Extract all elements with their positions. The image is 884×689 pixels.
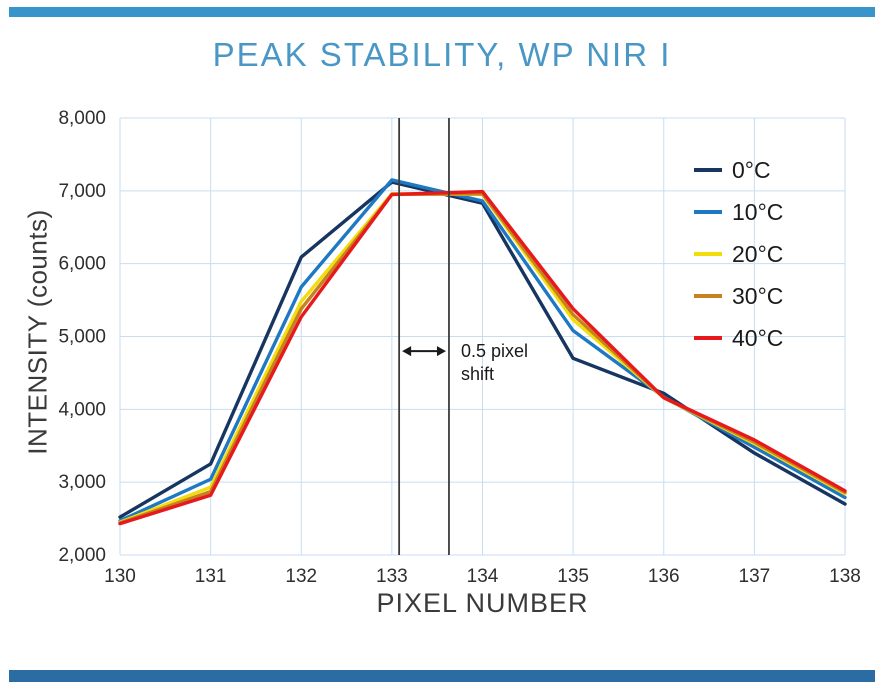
bottom-border-bar [9, 670, 875, 682]
x-tick-labels: 130 131 132 133 134 135 136 137 138 [104, 566, 861, 587]
shift-annotation-text: 0.5 pixel [461, 341, 528, 361]
y-tick-label: 5,000 [58, 327, 106, 348]
x-tick-label: 134 [467, 566, 499, 587]
series-line-40c [118, 189, 847, 526]
legend-label: 40°C [732, 325, 783, 351]
top-border-bar [9, 7, 875, 17]
y-tick-label: 4,000 [58, 399, 106, 420]
x-tick-label: 133 [376, 566, 408, 587]
y-tick-label: 7,000 [58, 181, 106, 202]
x-tick-label: 135 [557, 566, 589, 587]
series-line-10c [118, 178, 847, 523]
legend-label: 10°C [732, 199, 783, 225]
legend-item-40c: 40°C [694, 325, 783, 351]
shift-annotation: 0.5 pixel shift [402, 341, 528, 384]
legend-item-30c: 30°C [694, 283, 783, 309]
legend-label: 20°C [732, 241, 783, 267]
marker-lines [398, 118, 450, 555]
legend-item-10c: 10°C [694, 199, 783, 225]
y-tick-label: 8,000 [58, 108, 106, 129]
shift-annotation-text: shift [461, 364, 494, 384]
x-tick-label: 136 [648, 566, 680, 587]
x-axis-label: PIXEL NUMBER [376, 588, 589, 618]
y-tick-label: 2,000 [58, 545, 106, 566]
x-tick-label: 131 [195, 566, 227, 587]
legend-label: 30°C [732, 283, 783, 309]
x-tick-label: 132 [285, 566, 317, 587]
shift-arrow-head-left [402, 346, 412, 357]
shift-arrow-head-right [436, 346, 446, 357]
y-tick-labels: 2,000 3,000 4,000 5,000 6,000 7,000 8,000 [58, 108, 106, 566]
legend-item-0c: 0°C [694, 157, 771, 183]
legend-label: 0°C [732, 157, 771, 183]
y-tick-label: 6,000 [58, 254, 106, 275]
series-lines [118, 178, 847, 526]
y-tick-label: 3,000 [58, 472, 106, 493]
legend-item-20c: 20°C [694, 241, 783, 267]
chart-legend: 0°C 10°C 20°C 30°C 40°C [694, 157, 783, 351]
x-tick-label: 138 [829, 566, 861, 587]
chart-title: PEAK STABILITY, WP NIR I [212, 36, 672, 73]
x-tick-label: 130 [104, 566, 136, 587]
x-tick-label: 137 [739, 566, 771, 587]
